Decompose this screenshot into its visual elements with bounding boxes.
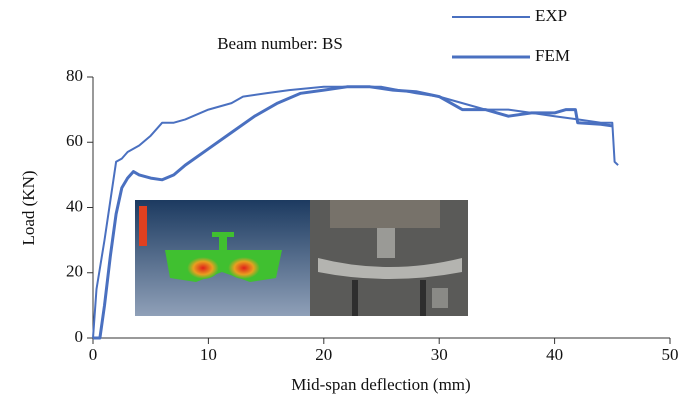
y-tick-label: 60 xyxy=(66,131,83,150)
legend-label: EXP xyxy=(535,6,567,25)
x-tick-label: 30 xyxy=(431,345,448,364)
y-tick-label: 20 xyxy=(66,262,83,281)
inset-fem-image xyxy=(135,200,310,316)
data-line xyxy=(92,85,619,339)
chart-title: Beam number: BS xyxy=(217,34,343,53)
data-line xyxy=(93,85,613,340)
legend-label: FEM xyxy=(535,46,570,65)
y-tick-label: 40 xyxy=(66,196,83,215)
inset-photo xyxy=(310,200,468,316)
y-axis-label: Load (KN) xyxy=(19,170,38,245)
x-tick-label: 10 xyxy=(200,345,217,364)
x-tick-label: 40 xyxy=(546,345,563,364)
y-tick-label: 0 xyxy=(75,327,84,346)
x-tick-label: 50 xyxy=(662,345,679,364)
x-tick-label: 20 xyxy=(315,345,332,364)
y-tick-label: 80 xyxy=(66,66,83,85)
x-tick-label: 0 xyxy=(89,345,98,364)
x-axis-label: Mid-span deflection (mm) xyxy=(291,375,470,394)
